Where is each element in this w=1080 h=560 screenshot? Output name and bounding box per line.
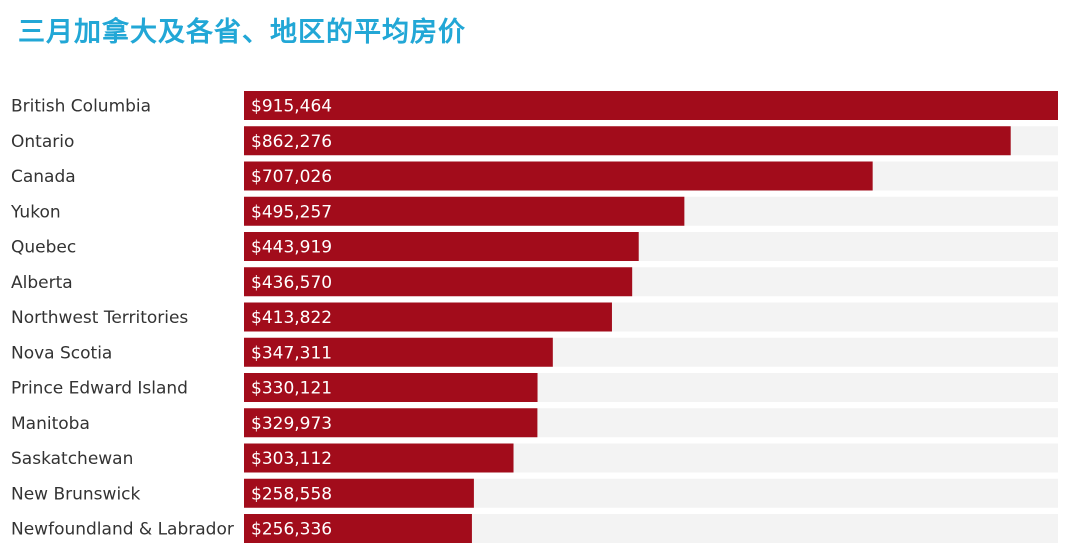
value-label: $330,121 [251, 379, 332, 399]
category-label: Newfoundland & Labrador [11, 520, 234, 540]
category-label: Prince Edward Island [11, 379, 188, 399]
category-label: British Columbia [11, 97, 151, 117]
value-label: $413,822 [251, 308, 332, 328]
bar [244, 161, 873, 191]
value-label: $303,112 [251, 449, 332, 469]
value-label: $436,570 [251, 273, 332, 293]
bar [244, 232, 639, 261]
value-label: $862,276 [251, 132, 332, 152]
value-label: $915,464 [251, 97, 332, 117]
bar [244, 478, 474, 508]
bar [244, 126, 1011, 156]
value-label: $495,257 [251, 202, 332, 222]
bar [244, 514, 472, 543]
value-label: $256,336 [251, 520, 332, 540]
category-label: Northwest Territories [11, 308, 188, 328]
value-label: $329,973 [251, 414, 332, 434]
category-label: Canada [11, 167, 76, 187]
bar [244, 302, 612, 332]
bar [244, 373, 538, 402]
chart-title: 三月加拿大及各省、地区的平均房价 [18, 17, 466, 48]
category-label: Saskatchewan [11, 449, 133, 469]
bar [244, 91, 1058, 120]
category-label: Yukon [10, 202, 61, 222]
category-label: Manitoba [11, 414, 90, 434]
category-label: Alberta [11, 273, 73, 293]
bar [244, 267, 633, 297]
category-label: New Brunswick [11, 484, 141, 504]
value-label: $707,026 [251, 167, 332, 187]
category-label: Ontario [11, 132, 74, 152]
bar [244, 337, 553, 367]
category-label: Nova Scotia [11, 343, 112, 363]
bar [244, 408, 538, 438]
bar [244, 196, 685, 226]
value-label: $347,311 [251, 343, 332, 363]
category-label: Quebec [11, 238, 76, 258]
bar [244, 443, 514, 473]
value-label: $258,558 [251, 484, 332, 504]
value-label: $443,919 [251, 238, 332, 258]
